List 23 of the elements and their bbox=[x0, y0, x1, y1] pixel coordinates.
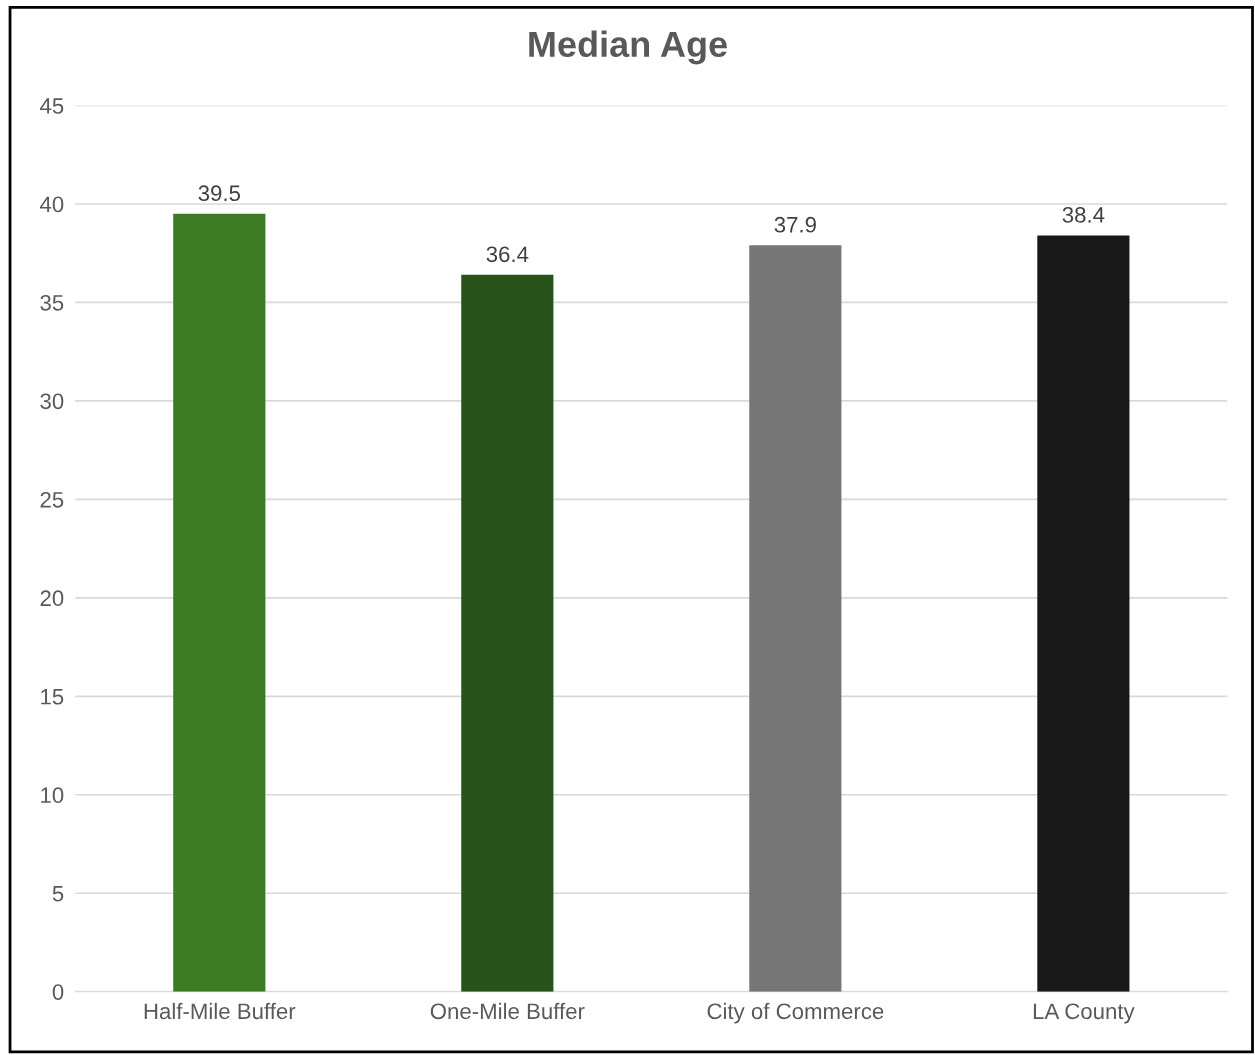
x-tick-label: One-Mile Buffer bbox=[430, 1002, 585, 1020]
y-tick-label: 15 bbox=[41, 689, 64, 705]
y-tick-label: 40 bbox=[39, 196, 64, 213]
data-label: 37.9 bbox=[774, 216, 816, 233]
y-tick-label: 0 bbox=[52, 984, 64, 1000]
y-tick-label: 45 bbox=[39, 98, 64, 114]
x-tick-label: Half-Mile Buffer bbox=[144, 1002, 296, 1020]
data-label: 39.5 bbox=[198, 185, 241, 202]
y-tick-label: 10 bbox=[41, 787, 64, 804]
bar bbox=[461, 274, 554, 992]
y-tick-label: 20 bbox=[40, 590, 64, 607]
y-tick-label: 35 bbox=[40, 294, 64, 311]
y-tick-label: 30 bbox=[40, 393, 64, 410]
data-label: 38.4 bbox=[1062, 207, 1105, 223]
bar bbox=[173, 213, 266, 992]
x-tick-label: LA County bbox=[1033, 1003, 1135, 1024]
x-tick-label: City of Commerce bbox=[707, 1002, 884, 1024]
y-tick-label: 5 bbox=[52, 886, 64, 902]
data-label: 36.4 bbox=[486, 246, 529, 263]
bar bbox=[749, 245, 842, 992]
bar bbox=[1037, 235, 1130, 992]
chart-title: Median Age bbox=[529, 30, 727, 65]
y-tick-label: 25 bbox=[40, 491, 64, 508]
